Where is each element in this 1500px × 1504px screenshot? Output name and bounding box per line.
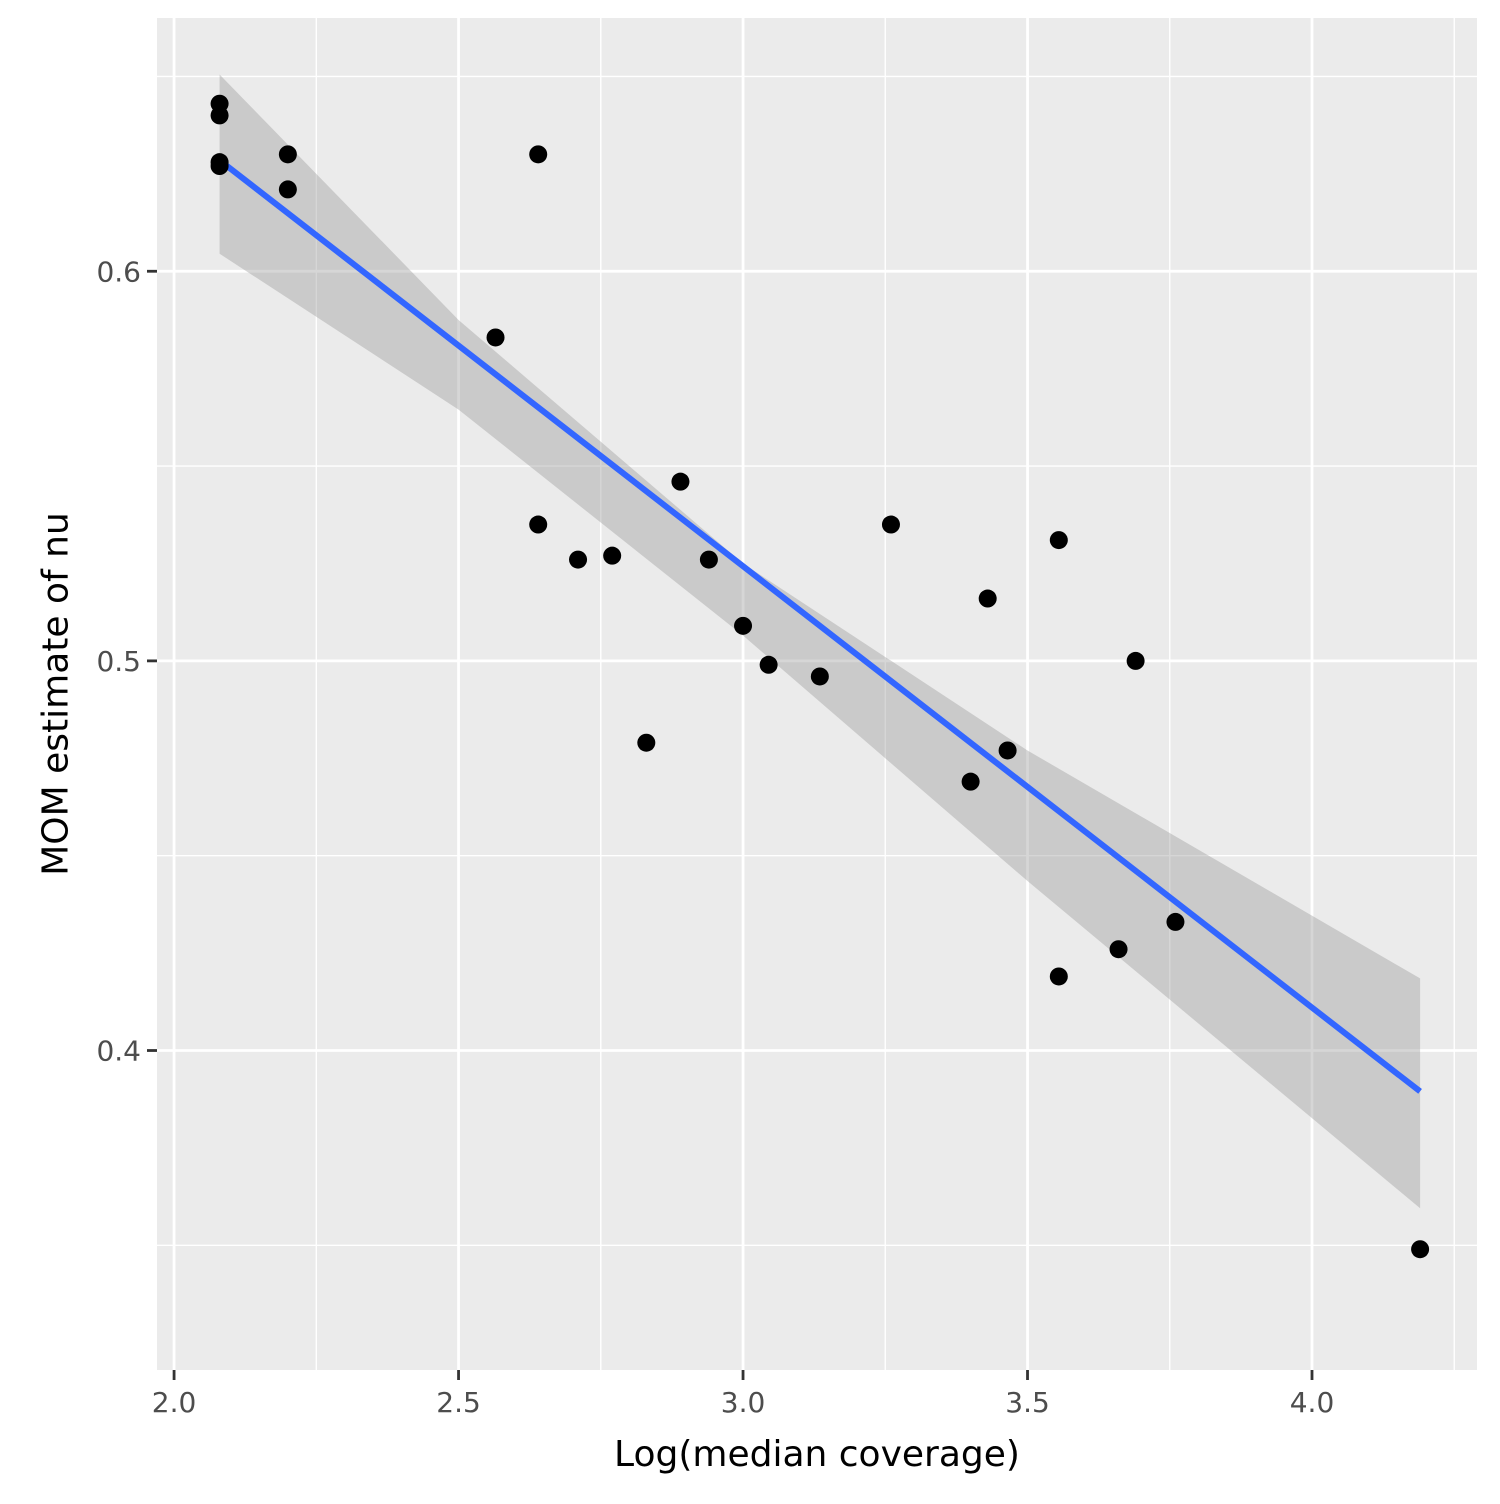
data-point [529,515,548,534]
x-tick-label: 4.0 [1290,1386,1335,1419]
y-tick-label: 0.4 [96,1035,141,1068]
x-tick-label: 2.0 [152,1386,197,1419]
data-point [759,655,778,674]
data-point [998,741,1017,760]
data-point [603,546,622,565]
data-point [810,667,829,686]
x-axis-title: Log(median coverage) [614,1434,1020,1475]
x-axis: 2.0 2.5 3.0 3.5 4.0 [152,1370,1334,1419]
points-layer [210,94,1430,1259]
y-axis-title: MOM estimate of nu [36,512,77,876]
data-point [637,733,656,752]
x-tick-label: 2.5 [436,1386,481,1419]
data-point [210,106,229,125]
confidence-band-layer [219,74,1421,1209]
data-point [961,772,980,791]
data-point [278,145,297,164]
data-point [569,550,588,569]
y-tick-label: 0.5 [96,645,141,678]
confidence-band [219,74,1421,1209]
trend-line-layer [217,157,1422,1094]
data-point [1411,1240,1430,1259]
data-point [881,515,900,534]
data-point [1049,531,1068,550]
x-tick-label: 3.0 [721,1386,766,1419]
data-point [210,157,229,176]
data-point [486,328,505,347]
y-axis: 0.4 0.5 0.6 [96,255,157,1068]
data-point [1109,940,1128,959]
data-point [671,472,690,491]
x-tick-label: 3.5 [1005,1386,1050,1419]
data-point [529,145,548,164]
data-point [734,616,753,635]
data-point [1049,967,1068,986]
data-point [978,589,997,608]
trend-line [217,157,1422,1094]
major-gridlines [157,18,1477,1370]
data-point [699,550,718,569]
data-point [1166,912,1185,931]
y-tick-label: 0.6 [96,255,141,288]
data-point [278,180,297,199]
data-point [1126,651,1145,670]
plot-panel [157,18,1477,1370]
minor-gridlines [157,18,1477,1370]
